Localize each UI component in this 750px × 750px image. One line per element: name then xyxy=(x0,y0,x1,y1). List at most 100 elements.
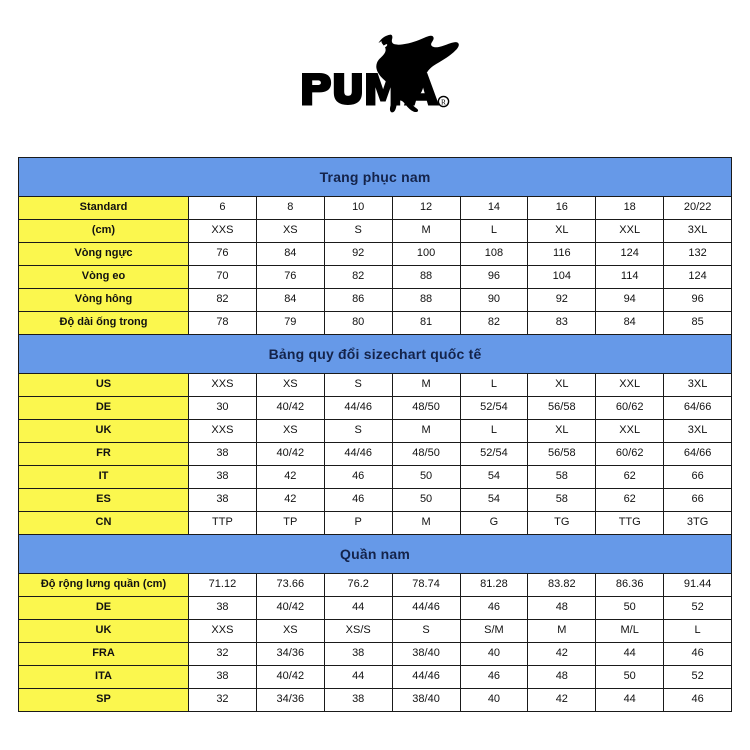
table-cell: XL xyxy=(527,373,597,397)
table-cell: 84 xyxy=(255,242,325,266)
table-cell: L xyxy=(459,419,529,443)
row-label: FRA xyxy=(18,642,189,666)
table-cell: 44/46 xyxy=(391,596,461,620)
row-label: ITA xyxy=(18,665,189,689)
table-cell: 81 xyxy=(391,311,461,335)
row-label: DE xyxy=(18,396,189,420)
table-cell: 40/42 xyxy=(255,396,325,420)
table-cell: 10 xyxy=(323,196,393,220)
table-cell: XXL xyxy=(595,219,665,243)
table-row: DE 38 40/42 44 44/46 46 48 50 52 xyxy=(18,596,733,620)
table-cell: 18 xyxy=(595,196,665,220)
table-row: Vòng eo 70 76 82 88 96 104 114 124 xyxy=(18,265,733,289)
table-row: IT 38 42 46 50 54 58 62 66 xyxy=(18,465,733,489)
table-cell: 54 xyxy=(459,465,529,489)
table-cell: 12 xyxy=(391,196,461,220)
table-cell: 66 xyxy=(663,488,733,512)
table-cell: 58 xyxy=(527,465,597,489)
row-label: SP xyxy=(18,688,189,712)
table-cell: M/L xyxy=(595,619,665,643)
table-cell: 81.28 xyxy=(459,573,529,597)
table-row: Vòng hông 82 84 86 88 90 92 94 96 xyxy=(18,288,733,312)
table-cell: 132 xyxy=(663,242,733,266)
table-cell: 94 xyxy=(595,288,665,312)
table-cell: 82 xyxy=(323,265,393,289)
table-cell: 58 xyxy=(527,488,597,512)
table-cell: 38 xyxy=(188,665,257,689)
table-cell: S xyxy=(391,619,461,643)
table-cell: 124 xyxy=(663,265,733,289)
table-cell: XS xyxy=(255,419,325,443)
table-cell: XS xyxy=(255,219,325,243)
table-cell: 85 xyxy=(663,311,733,335)
row-label: Vòng eo xyxy=(18,265,189,289)
table-cell: 3XL xyxy=(663,219,733,243)
table-cell: 54 xyxy=(459,488,529,512)
table-cell: 78 xyxy=(188,311,257,335)
table-row: FR 38 40/42 44/46 48/50 52/54 56/58 60/62 64/66 xyxy=(18,442,733,466)
table-cell: 6 xyxy=(188,196,257,220)
table-cell: M xyxy=(391,373,461,397)
section-title: Quần nam xyxy=(17,534,733,574)
table-cell: M xyxy=(391,511,461,535)
table-cell: 88 xyxy=(391,288,461,312)
table-cell: XXL xyxy=(595,419,665,443)
row-label: UK xyxy=(18,419,189,443)
table-cell: 42 xyxy=(255,465,325,489)
table-cell: 76 xyxy=(188,242,257,266)
table-cell: 83 xyxy=(527,311,597,335)
table-cell: 40/42 xyxy=(255,442,325,466)
table-cell: L xyxy=(663,619,733,643)
row-label: IT xyxy=(18,465,189,489)
table-cell: S xyxy=(323,419,393,443)
table-row: DE 30 40/42 44/46 48/50 52/54 56/58 60/62 64/66 xyxy=(18,396,733,420)
table-cell: 44/46 xyxy=(391,665,461,689)
table-cell: 38 xyxy=(188,465,257,489)
row-label: (cm) xyxy=(18,219,189,243)
table-cell: 64/66 xyxy=(663,442,733,466)
table-cell: XL xyxy=(527,219,597,243)
size-chart-table: Trang phục nam Standard 6 8 10 12 14 16 18 20/22(… xyxy=(17,157,733,712)
table-cell: 56/58 xyxy=(527,442,597,466)
section-header-row: Quần nam xyxy=(17,534,733,574)
table-cell: 48 xyxy=(527,596,597,620)
table-cell: 64/66 xyxy=(663,396,733,420)
table-cell: 96 xyxy=(459,265,529,289)
table-cell: 52/54 xyxy=(459,442,529,466)
row-label: Độ rộng lưng quần (cm) xyxy=(18,573,189,597)
table-cell: 46 xyxy=(663,688,733,712)
table-cell: 86.36 xyxy=(595,573,665,597)
table-cell: 46 xyxy=(323,465,393,489)
row-label: US xyxy=(18,373,189,397)
table-cell: TP xyxy=(255,511,325,535)
table-cell: L xyxy=(459,219,529,243)
row-label: ES xyxy=(18,488,189,512)
table-row: SP 32 34/36 38 38/40 40 42 44 46 xyxy=(18,688,733,712)
table-cell: XXS xyxy=(188,619,257,643)
table-cell: 100 xyxy=(391,242,461,266)
row-label: CN xyxy=(18,511,189,535)
table-cell: XL xyxy=(527,419,597,443)
table-cell: 38/40 xyxy=(391,688,461,712)
table-cell: M xyxy=(391,219,461,243)
table-cell: 108 xyxy=(459,242,529,266)
table-cell: 3XL xyxy=(663,373,733,397)
table-cell: 79 xyxy=(255,311,325,335)
table-cell: 40 xyxy=(459,642,529,666)
table-cell: 70 xyxy=(188,265,257,289)
table-cell: 86 xyxy=(323,288,393,312)
table-cell: S xyxy=(323,219,393,243)
table-cell: 38/40 xyxy=(391,642,461,666)
table-cell: 90 xyxy=(459,288,529,312)
row-label: Độ dài ống trong xyxy=(18,311,189,335)
table-cell: L xyxy=(459,373,529,397)
table-cell: 3XL xyxy=(663,419,733,443)
table-cell: 88 xyxy=(391,265,461,289)
section-header-row: Trang phục nam xyxy=(17,157,733,197)
table-cell: 34/36 xyxy=(255,642,325,666)
table-cell: P xyxy=(323,511,393,535)
row-label: FR xyxy=(18,442,189,466)
table-row: ES 38 42 46 50 54 58 62 66 xyxy=(18,488,733,512)
table-cell: 92 xyxy=(527,288,597,312)
